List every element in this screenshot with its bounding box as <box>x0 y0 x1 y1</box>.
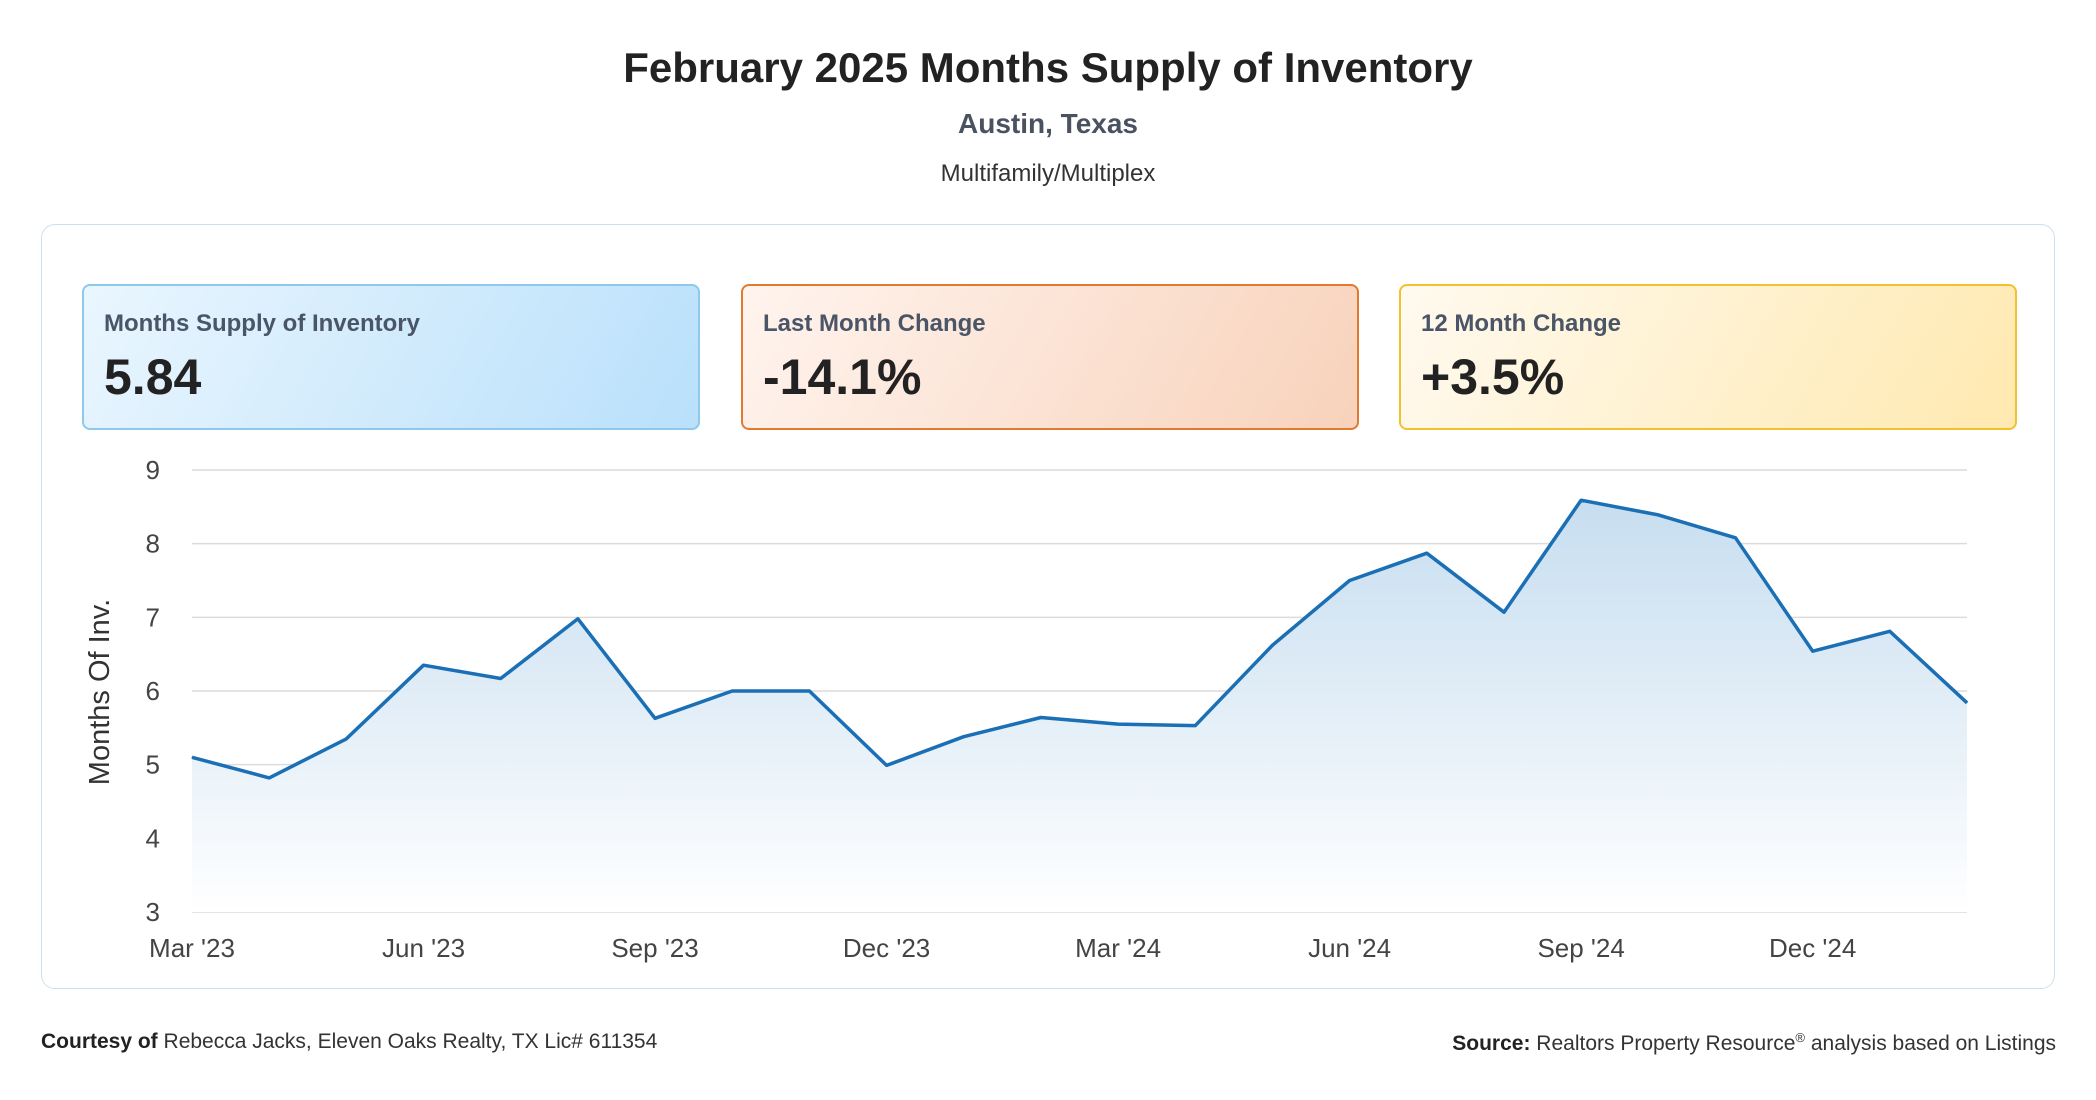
data-point <box>345 738 347 740</box>
data-point <box>1117 723 1119 725</box>
source-suffix: analysis based on Listings <box>1810 1032 2056 1055</box>
data-point <box>1040 717 1042 719</box>
y-tick-label: 3 <box>146 897 160 927</box>
source-footer: Source: Realtors Property Resource® anal… <box>1452 1030 2056 1056</box>
data-point <box>191 756 193 758</box>
data-point <box>731 690 733 692</box>
x-tick-label: Jun '23 <box>382 933 465 963</box>
x-tick-label: Jun '24 <box>1308 933 1391 963</box>
x-tick-label: Mar '24 <box>1075 933 1161 963</box>
source-label: Source: <box>1452 1032 1531 1055</box>
data-point <box>1271 644 1273 646</box>
courtesy-text: Rebecca Jacks, Eleven Oaks Realty, TX Li… <box>163 1030 658 1053</box>
data-point <box>423 664 425 666</box>
source-text: Realtors Property Resource <box>1536 1032 1796 1055</box>
x-axis-ticks: Mar '23 Jun '23 Sep '23 Dec '23 Mar '24 Jun '… <box>149 933 1856 963</box>
y-axis-ticks: 3 4 5 6 7 8 9 <box>146 455 160 927</box>
registered-mark: ® <box>1795 1030 1805 1045</box>
data-point <box>1657 514 1659 516</box>
supply-card: Months Supply of Inventory 5.84 <box>82 284 700 430</box>
y-axis-title: Months Of Inv. <box>84 599 116 785</box>
series-area <box>192 500 1967 912</box>
twelve-month-change-card: 12 Month Change +3.5% <box>1399 284 2017 430</box>
supply-card-label: Months Supply of Inventory <box>104 310 420 337</box>
x-tick-label: Sep '24 <box>1537 933 1624 963</box>
data-point <box>1194 725 1196 727</box>
data-point <box>1812 650 1814 652</box>
courtesy-footer: Courtesy of Rebecca Jacks, Eleven Oaks R… <box>41 1030 657 1054</box>
data-point <box>1966 702 1968 704</box>
data-point <box>963 736 965 738</box>
x-tick-label: Dec '24 <box>1769 933 1856 963</box>
series-line <box>191 498 1969 780</box>
data-point <box>577 618 579 620</box>
data-point <box>500 677 502 679</box>
x-tick-label: Mar '23 <box>149 933 235 963</box>
y-tick-label: 5 <box>146 750 160 780</box>
last-month-change-label: Last Month Change <box>763 310 986 337</box>
y-tick-label: 7 <box>146 602 160 632</box>
last-month-change-value: -14.1% <box>763 349 922 405</box>
y-tick-label: 6 <box>146 676 160 706</box>
data-point <box>654 717 656 719</box>
page-title: February 2025 Months Supply of Inventory <box>623 44 1473 91</box>
x-tick-label: Dec '23 <box>843 933 930 963</box>
y-tick-label: 8 <box>146 529 160 559</box>
data-point <box>1889 630 1891 632</box>
property-category: Multifamily/Multiplex <box>940 160 1156 187</box>
data-point <box>1734 537 1736 539</box>
twelve-month-change-value: +3.5% <box>1421 349 1565 405</box>
x-tick-label: Sep '23 <box>611 933 698 963</box>
data-points <box>191 499 1968 779</box>
y-tick-label: 9 <box>146 455 160 485</box>
data-point <box>1426 552 1428 554</box>
y-tick-label: 4 <box>146 823 160 853</box>
supply-card-value: 5.84 <box>104 349 202 405</box>
data-point <box>886 764 888 766</box>
data-point <box>1580 499 1582 501</box>
location-subtitle: Austin, Texas <box>958 108 1138 139</box>
last-month-change-card: Last Month Change -14.1% <box>741 284 1359 430</box>
courtesy-label: Courtesy of <box>41 1030 158 1053</box>
data-point <box>808 690 810 692</box>
data-point <box>1503 611 1505 613</box>
twelve-month-change-label: 12 Month Change <box>1421 310 1622 337</box>
data-point <box>1349 580 1351 581</box>
data-point <box>268 777 270 779</box>
